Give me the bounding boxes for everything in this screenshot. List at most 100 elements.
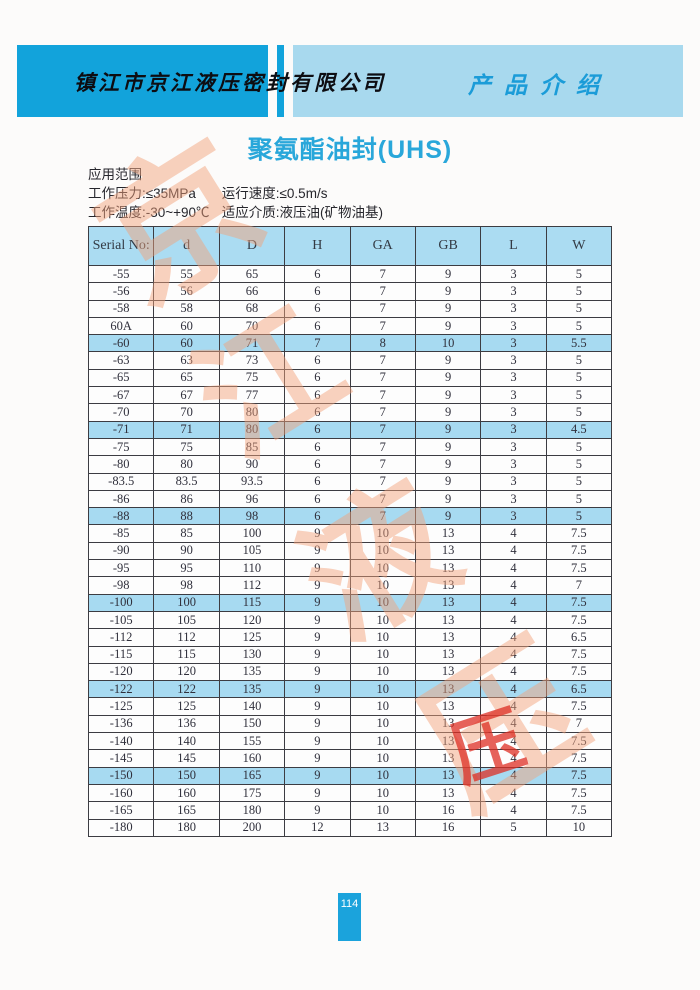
table-cell: 75	[153, 437, 220, 457]
table-cell: 9	[414, 455, 482, 474]
table-cell: 13	[414, 559, 482, 578]
table-cell: 9	[414, 403, 482, 422]
table-cell: 136	[153, 714, 220, 734]
table-cell: 5	[545, 368, 613, 388]
table-cell: 10	[349, 680, 416, 699]
running-speed: 运行速度:≤0.5m/s	[221, 186, 328, 201]
table-cell: -56	[87, 282, 155, 301]
table-cell: 3	[480, 316, 547, 336]
table-cell: 13	[414, 610, 482, 630]
table-cell: 120	[218, 610, 286, 630]
table-cell: -136	[87, 714, 155, 734]
table-cell: 5	[545, 489, 613, 509]
table-cell: 5	[480, 818, 547, 837]
table-cell: 13	[414, 732, 482, 751]
table-cell: 7.5	[545, 766, 613, 785]
table-cell: 9	[414, 507, 482, 526]
table-cell: 70	[153, 403, 220, 422]
table-cell: 10	[349, 576, 416, 595]
table-cell: 7	[349, 437, 416, 457]
table-cell: -122	[87, 680, 155, 699]
table-row: -122 122 135 9 10 13 4 6.5	[87, 680, 613, 699]
column-header: H	[284, 226, 351, 266]
table-cell: -150	[87, 766, 155, 785]
table-cell: 140	[153, 732, 220, 751]
table-cell: -55	[87, 264, 155, 284]
table-cell: 9	[284, 628, 351, 647]
table-cell: 5	[545, 455, 613, 474]
table-row: -71 71 80 6 7 9 3 4.5	[87, 420, 613, 439]
table-cell: 80	[218, 420, 286, 439]
table-row: -58 58 68 6 7 9 3 5	[87, 299, 613, 318]
table-cell: 7.5	[545, 610, 613, 630]
table-cell: -60	[87, 334, 155, 353]
table-cell: 7	[349, 489, 416, 509]
table-cell: 9	[414, 437, 482, 457]
table-cell: 93.5	[218, 472, 286, 491]
table-cell: 4	[480, 559, 547, 578]
table-cell: 4	[480, 801, 547, 820]
table-cell: 4	[480, 714, 547, 734]
table-cell: 7.5	[545, 783, 613, 803]
page-number: 114	[340, 898, 359, 910]
table-cell: -112	[87, 628, 155, 647]
table-cell: 7	[545, 714, 613, 734]
table-cell: 90	[218, 455, 286, 474]
table-cell: 3	[480, 403, 547, 422]
table-cell: 3	[480, 351, 547, 370]
table-cell: 7	[349, 264, 416, 284]
table-cell: -125	[87, 697, 155, 716]
table-cell: 115	[153, 645, 220, 664]
table-cell: 165	[218, 766, 286, 785]
table-cell: 200	[218, 818, 286, 837]
table-cell: 9	[414, 489, 482, 509]
table-cell: -145	[87, 749, 155, 768]
table-cell: -105	[87, 610, 155, 630]
table-cell: 10	[414, 334, 482, 353]
table-cell: -120	[87, 662, 155, 682]
column-header: GA	[349, 226, 416, 266]
table-cell: 4	[480, 783, 547, 803]
table-cell: 6	[284, 489, 351, 509]
table-cell: 7	[349, 282, 416, 301]
table-row: -150 150 165 9 10 13 4 7.5	[87, 766, 613, 785]
table-cell: 9	[284, 714, 351, 734]
table-cell: 13	[414, 645, 482, 664]
table-cell: 16	[414, 801, 482, 820]
table-cell: 6	[284, 351, 351, 370]
table-row: -83.5 83.5 93.5 6 7 9 3 5	[87, 472, 613, 491]
table-cell: 9	[284, 680, 351, 699]
table-cell: 5	[545, 437, 613, 457]
table-cell: 7	[284, 334, 351, 353]
table-cell: 6	[284, 316, 351, 336]
table-cell: 9	[414, 316, 482, 336]
table-cell: 60	[153, 334, 220, 353]
table-cell: 7	[349, 368, 416, 388]
table-cell: 4	[480, 610, 547, 630]
table-cell: -83.5	[87, 472, 155, 491]
table-cell: 9	[414, 472, 482, 491]
table-cell: 86	[153, 489, 220, 509]
table-cell: 10	[349, 645, 416, 664]
table-cell: -80	[87, 455, 155, 474]
table-cell: 83.5	[153, 472, 220, 491]
table-cell: 10	[349, 697, 416, 716]
table-cell: 13	[414, 680, 482, 699]
table-cell: 175	[218, 783, 286, 803]
table-cell: 180	[153, 818, 220, 837]
table-cell: 80	[153, 455, 220, 474]
table-cell: 4	[480, 541, 547, 561]
table-row: -86 86 96 6 7 9 3 5	[87, 489, 613, 509]
table-row: -85 85 100 9 10 13 4 7.5	[87, 524, 613, 543]
table-cell: -140	[87, 732, 155, 751]
table-cell: 7.5	[545, 559, 613, 578]
section-banner-box	[293, 45, 683, 117]
working-pressure: 工作压力:≤35MPa	[88, 186, 196, 201]
table-cell: 165	[153, 801, 220, 820]
table-cell: 5	[545, 351, 613, 370]
table-cell: 3	[480, 507, 547, 526]
table-cell: 13	[414, 714, 482, 734]
table-row: -80 80 90 6 7 9 3 5	[87, 455, 613, 474]
table-cell: 9	[284, 593, 351, 612]
